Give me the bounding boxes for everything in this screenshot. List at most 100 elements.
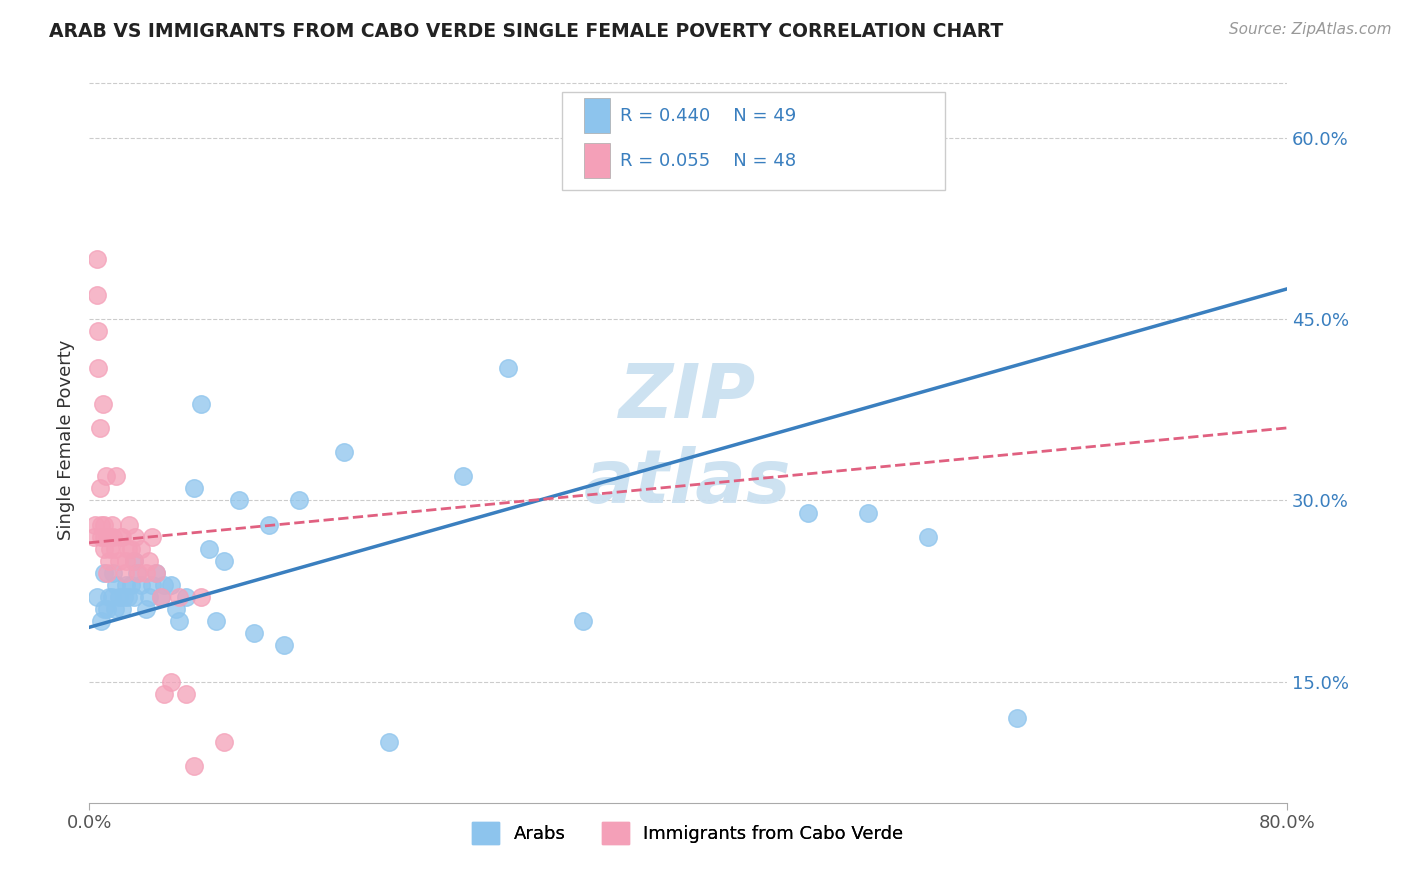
Point — [90, 517, 112, 532]
Point — [287, 493, 309, 508]
Point — [228, 493, 250, 508]
Point — [242, 626, 264, 640]
Point — [122, 590, 145, 604]
Point — [86, 590, 108, 604]
Text: R = 0.055    N = 48: R = 0.055 N = 48 — [620, 152, 796, 169]
Point — [212, 554, 235, 568]
Point — [205, 615, 228, 629]
Point — [108, 590, 131, 604]
Point — [117, 541, 139, 556]
Point — [273, 639, 295, 653]
Point — [91, 397, 114, 411]
Point — [131, 578, 153, 592]
Point — [120, 541, 142, 556]
Text: ARAB VS IMMIGRANTS FROM CABO VERDE SINGLE FEMALE POVERTY CORRELATION CHART: ARAB VS IMMIGRANTS FROM CABO VERDE SINGL… — [49, 22, 1004, 41]
Point — [153, 687, 176, 701]
Point — [183, 759, 205, 773]
Point — [93, 517, 115, 532]
Point — [97, 590, 120, 604]
Point — [96, 530, 118, 544]
Point — [84, 517, 107, 532]
Point — [153, 578, 176, 592]
Point — [115, 554, 138, 568]
Point — [498, 360, 520, 375]
Point — [332, 445, 354, 459]
Point — [87, 324, 110, 338]
Point — [96, 566, 118, 580]
Point — [86, 288, 108, 302]
Point — [94, 469, 117, 483]
Point — [796, 506, 818, 520]
Point — [212, 735, 235, 749]
Point — [138, 554, 160, 568]
Point — [101, 566, 124, 580]
Point — [117, 590, 139, 604]
Point — [165, 602, 187, 616]
Point — [122, 554, 145, 568]
Point — [110, 530, 132, 544]
Point — [112, 590, 135, 604]
Point — [89, 481, 111, 495]
Point — [125, 566, 148, 580]
FancyBboxPatch shape — [562, 92, 945, 190]
Point — [167, 590, 190, 604]
Point — [145, 566, 167, 580]
Point — [167, 615, 190, 629]
Legend: Arabs, Immigrants from Cabo Verde: Arabs, Immigrants from Cabo Verde — [465, 815, 911, 852]
Point — [1007, 711, 1029, 725]
Point — [105, 469, 128, 483]
Point — [190, 590, 212, 604]
Point — [377, 735, 399, 749]
Point — [111, 530, 134, 544]
Point — [103, 602, 125, 616]
Bar — [583, 98, 610, 133]
Text: Source: ZipAtlas.com: Source: ZipAtlas.com — [1229, 22, 1392, 37]
Point — [108, 554, 131, 568]
Point — [89, 421, 111, 435]
Point — [105, 578, 128, 592]
Point — [118, 517, 141, 532]
Point — [86, 252, 108, 266]
Point — [114, 566, 136, 580]
Point — [176, 687, 198, 701]
Point — [257, 517, 280, 532]
Point — [131, 541, 153, 556]
Point — [87, 360, 110, 375]
Point — [90, 530, 112, 544]
Point — [96, 602, 118, 616]
Point — [100, 517, 122, 532]
Point — [100, 590, 122, 604]
Point — [111, 602, 134, 616]
Point — [183, 481, 205, 495]
Point — [138, 590, 160, 604]
Text: ZIP
atlas: ZIP atlas — [585, 361, 792, 519]
Point — [124, 530, 146, 544]
Point — [101, 530, 124, 544]
Point — [93, 602, 115, 616]
Point — [83, 530, 105, 544]
Point — [93, 541, 115, 556]
Point — [98, 541, 121, 556]
Point — [90, 615, 112, 629]
Bar — [583, 144, 610, 178]
Point — [103, 541, 125, 556]
Point — [453, 469, 475, 483]
Point — [141, 578, 163, 592]
Point — [115, 578, 138, 592]
Point — [120, 578, 142, 592]
Point — [97, 554, 120, 568]
Point — [97, 530, 120, 544]
Point — [149, 590, 172, 604]
Point — [145, 566, 167, 580]
Point — [572, 615, 595, 629]
Point — [856, 506, 879, 520]
Point — [135, 566, 157, 580]
Point — [917, 530, 939, 544]
Point — [127, 566, 149, 580]
Point — [93, 530, 115, 544]
Point — [141, 530, 163, 544]
Point — [160, 578, 183, 592]
Point — [149, 590, 172, 604]
Point — [93, 566, 115, 580]
Point — [176, 590, 198, 604]
